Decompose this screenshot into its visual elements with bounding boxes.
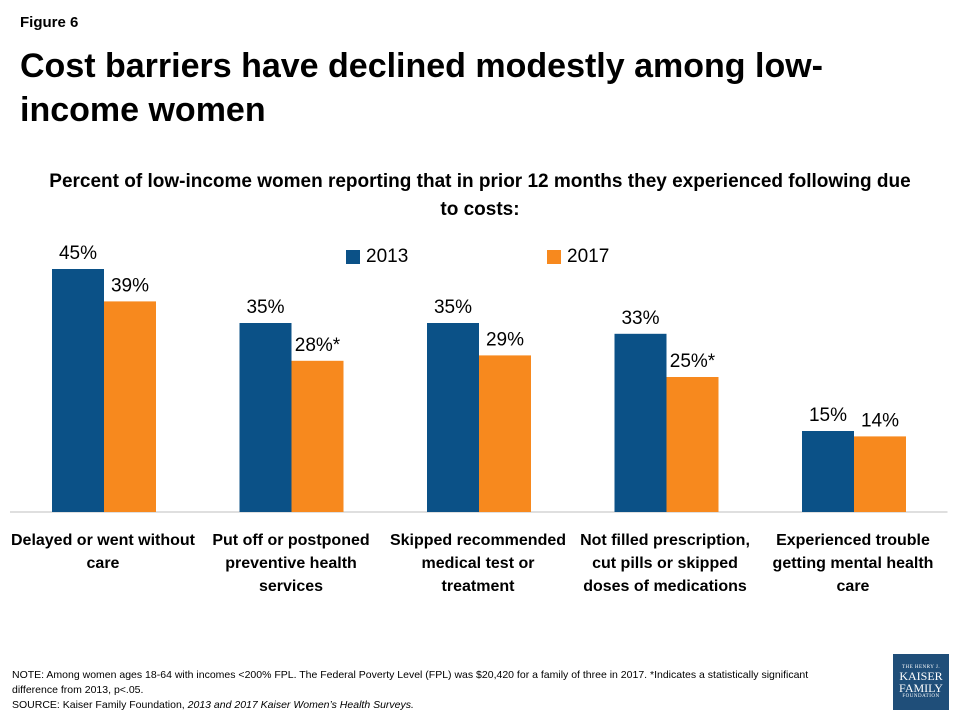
figure-label: Figure 6 xyxy=(20,14,79,31)
kff-logo: THE HENRY J. KAISER FAMILY FOUNDATION xyxy=(893,654,949,710)
data-label-2017-2: 28%* xyxy=(295,335,341,356)
legend-label-2017: 2017 xyxy=(567,246,610,267)
legend-swatch-2013 xyxy=(346,250,360,264)
data-label-2013-2: 35% xyxy=(246,297,284,318)
bar-2017-5 xyxy=(854,436,906,512)
legend-item-2017: 2017 xyxy=(547,246,609,268)
legend: 2013 2017 xyxy=(0,246,960,272)
category-label-3: Skipped recommended medical test or trea… xyxy=(389,532,567,595)
bar-2013-5 xyxy=(802,431,854,512)
data-label-2017-3: 29% xyxy=(486,329,524,350)
data-label-2017-4: 25%* xyxy=(670,351,716,372)
chart-title: Percent of low-income women reporting th… xyxy=(49,171,911,220)
category-label-5: Experienced trouble getting mental healt… xyxy=(772,532,934,595)
footnote-source: SOURCE: Kaiser Family Foundation, 2013 a… xyxy=(12,699,414,711)
bar-2017-1 xyxy=(104,301,156,512)
legend-item-2013: 2013 xyxy=(346,246,408,268)
data-label-2013-1: 45% xyxy=(59,243,97,264)
footnote: NOTE: Among women ages 18-64 with income… xyxy=(12,668,842,713)
bar-2017-2 xyxy=(291,360,344,512)
category-label-1: Delayed or went without care xyxy=(10,532,195,572)
data-label-2013-4: 33% xyxy=(621,308,659,329)
footnote-note: NOTE: Among women ages 18-64 with income… xyxy=(12,669,809,696)
bar-2013-1 xyxy=(52,269,104,512)
data-label-2013-5: 15% xyxy=(809,405,847,426)
bar-2013-2 xyxy=(239,323,292,512)
legend-swatch-2017 xyxy=(547,250,561,264)
category-label-2: Put off or postponed preventive health s… xyxy=(212,532,370,595)
bar-2017-3 xyxy=(479,355,531,512)
data-label-2017-1: 39% xyxy=(111,275,149,296)
bar-2013-3 xyxy=(427,323,479,512)
data-label-2017-5: 14% xyxy=(861,410,899,431)
data-label-2013-3: 35% xyxy=(434,297,472,318)
legend-label-2013: 2013 xyxy=(366,246,409,267)
bar-2013-4 xyxy=(614,333,667,512)
category-label-4: Not filled prescription, cut pills or sk… xyxy=(580,532,750,595)
bar-2017-4 xyxy=(666,377,719,512)
page-title: Cost barriers have declined modestly amo… xyxy=(20,47,823,129)
